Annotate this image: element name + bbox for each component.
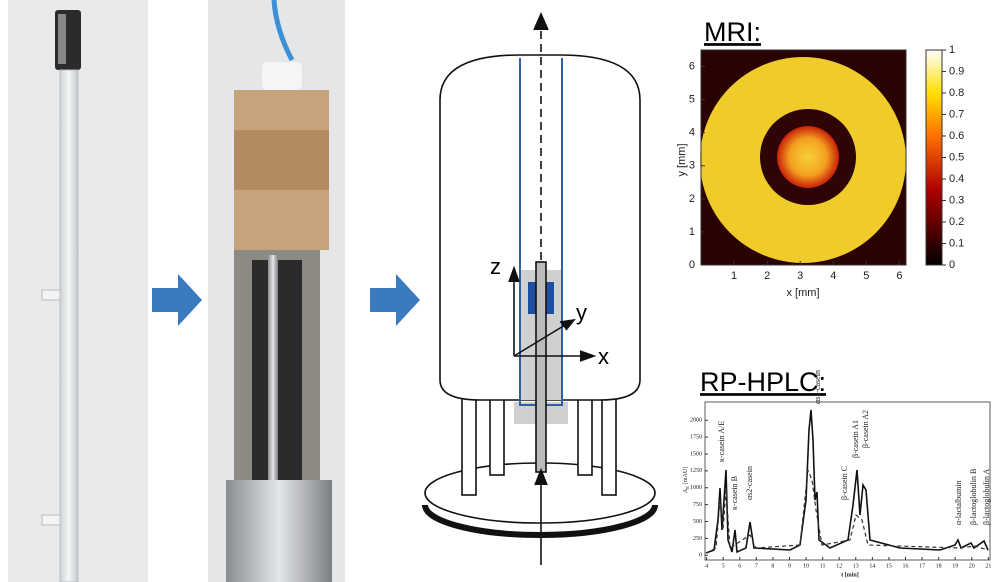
y-tick-label: 6 [689,60,695,72]
arrow [370,274,420,326]
photo-probe [8,0,148,582]
peak-label: κ-casein B [730,476,739,510]
x-tick-label: 6 [896,270,902,282]
x-tick-label: 5 [863,270,869,282]
x-tick-label: 21 [985,563,991,569]
colorbar-tick-label: 0.8 [949,87,964,99]
colorbar-tick-label: 0.1 [949,237,964,249]
x-axis-label: t [min] [841,572,859,578]
x-tick-label: 9 [788,563,791,569]
figure: z y x MRI: x [mm] y [mm] RP-HPLC: AR[mAU… [0,0,993,582]
y-tick-label: 1000 [690,485,702,491]
x-tick-label: 18 [936,563,942,569]
y-tick-label: 500 [693,519,702,525]
y-tick-label: 1 [689,226,695,238]
x-tick-label: 4 [705,563,708,569]
colorbar-tick-label: 1 [949,44,955,56]
y-tick-label: 750 [693,502,702,508]
x-tick-label: 4 [830,270,836,282]
y-axis-label: y [mm] [676,144,688,177]
y-tick-label: 1750 [690,434,702,440]
colorbar [926,50,942,265]
x-tick-label: 16 [902,563,908,569]
peak-label: α-lactalbumin [954,480,963,525]
colorbar-tick-label: 0.5 [949,151,964,163]
x-tick-label: 19 [952,563,958,569]
x-tick-label: 8 [771,563,774,569]
y-tick-label: 0 [689,259,695,271]
x-tick-label: 3 [797,270,803,282]
colorbar-tick-label: 0.3 [949,194,964,206]
hplc-title: RP-HPLC: [700,367,826,397]
peak-label: κ-casein A/E [717,421,726,462]
colorbar-tick-label: 0.2 [949,216,964,228]
x-axis-label: x [mm] [787,287,820,299]
axis-label: z [490,254,501,279]
mri-title: MRI: [704,17,761,47]
colorbar-tick-label: 0.7 [949,108,964,120]
y-tick-label: 2000 [690,418,702,424]
peak-label: αs2-casein [745,466,754,500]
photo-coil [208,0,345,582]
x-tick-label: 12 [836,563,842,569]
mri-image [700,50,906,265]
x-tick-label: 11 [820,563,826,569]
x-tick-label: 13 [853,563,859,569]
x-tick-label: 20 [969,563,975,569]
peak-label: αs1-casein [813,370,822,404]
colorbar-tick-label: 0.9 [949,65,964,77]
setup-diagram [425,14,655,565]
colorbar-tick-label: 0.6 [949,130,964,142]
y-tick-label: 1250 [690,468,702,474]
y-tick-label: 3 [689,160,695,172]
y-tick-label: 4 [689,127,695,139]
y-tick-label: 1500 [690,451,702,457]
x-tick-label: 17 [919,563,925,569]
x-tick-label: 7 [755,563,758,569]
axis-label: y [576,300,587,325]
x-tick-label: 2 [764,270,770,282]
x-tick-label: 10 [803,563,809,569]
peak-label: β-lactoglobulin A [982,468,991,525]
colorbar-tick-label: 0 [949,259,955,271]
colorbar-tick-label: 0.4 [949,173,964,185]
y-axis-label: AR[mAU] [683,467,690,493]
arrow [152,274,202,326]
peak-label: β-casein A2 [861,410,870,448]
y-tick-label: 2 [689,193,695,205]
axis-label: x [598,344,609,369]
page: {"mri": {"title": "MRI:", "x_label": "x … [0,0,993,582]
y-tick-label: 5 [689,94,695,106]
y-tick-label: 0 [699,553,702,559]
x-tick-label: 6 [738,563,741,569]
x-tick-label: 5 [722,563,725,569]
y-axis-label-unit: [mAU] [683,467,689,484]
peak-label: β-casein C [840,466,849,500]
peak-label: β-casein A1 [851,420,860,458]
x-tick-label: 14 [869,563,875,569]
x-tick-label: 1 [731,270,737,282]
y-tick-label: 250 [693,536,702,542]
peak-label: β-lactoglobulin B [969,469,978,525]
x-tick-label: 15 [886,563,892,569]
